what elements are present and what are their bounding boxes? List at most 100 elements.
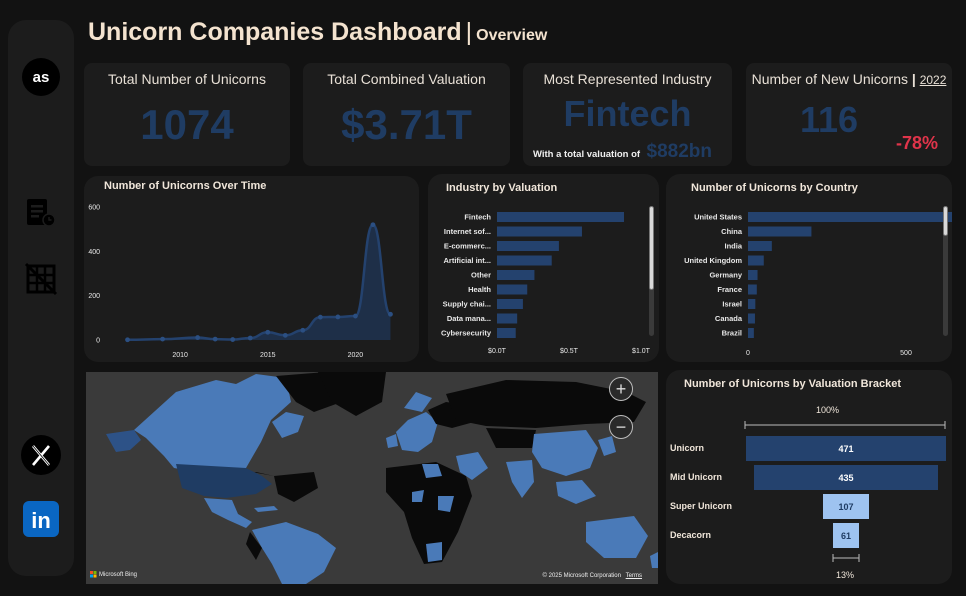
data-point — [247, 335, 253, 341]
report-icon[interactable] — [20, 192, 62, 234]
bar — [748, 299, 756, 309]
x-tick-label: 0 — [746, 350, 750, 357]
funnel-bar: 435 — [753, 465, 939, 490]
kpi-note-text: With a total valuation of — [533, 149, 641, 160]
world-map[interactable]: + − Microsoft Bing © 2025 Microsoft Corp… — [86, 372, 658, 584]
unicorns-over-time-chart: 0 200 400 600 2010 2015 2020 — [88, 205, 393, 359]
x-icon[interactable] — [20, 434, 62, 476]
data-point — [353, 313, 358, 319]
chart-title: Number of Unicorns Over Time — [104, 180, 267, 192]
zoom-out-button[interactable]: − — [609, 415, 633, 439]
category-label: Canada — [715, 314, 743, 323]
category-label: E-commerc... — [444, 242, 491, 251]
category-label: Internet sof... — [444, 227, 491, 236]
kpi-change: -78% — [895, 133, 938, 153]
title-separator: | — [465, 18, 473, 46]
industry-by-valuation-chart: Fintech Internet sof... E-commerc... Artifi… — [441, 212, 651, 355]
kpi-new-unicorns: Number of New Unicorns | 2022 116 -78% — [746, 63, 952, 166]
bing-label: Microsoft Bing — [99, 571, 138, 578]
category-label: Data mana... — [447, 314, 491, 323]
linkedin-icon[interactable]: in — [20, 498, 62, 540]
dashboard-subtitle: Overview — [476, 27, 548, 44]
funnel-top-label: 100% — [816, 405, 840, 415]
category-label: Fintech — [464, 213, 491, 222]
x-tick-label: 2015 — [260, 352, 276, 359]
category-label: Other — [471, 271, 491, 280]
data-point — [388, 311, 393, 317]
bar — [748, 241, 772, 251]
kpi-value: 116 — [799, 99, 859, 140]
bar — [748, 284, 757, 295]
bar — [748, 328, 754, 338]
data-point — [282, 332, 288, 338]
page-title: Unicorn Companies Dashboard | Overview — [88, 18, 547, 47]
kpi-total-valuation: Total Combined Valuation $3.71T — [303, 63, 510, 166]
data-point — [370, 222, 376, 228]
x-tick-label: 2020 — [348, 352, 364, 359]
bar — [497, 241, 559, 251]
linkedin-label: in — [31, 508, 51, 533]
bar — [497, 313, 518, 324]
funnel-bar: 107 — [823, 494, 869, 519]
kpi-value: $3.71T — [341, 101, 472, 148]
kpi-label: Most Represented Industry — [543, 71, 712, 87]
data-point — [160, 336, 165, 342]
data-point — [335, 314, 341, 320]
y-tick-label: 600 — [88, 205, 100, 212]
kpi-note-value: $882bn — [646, 141, 712, 162]
data-point — [317, 314, 323, 320]
kpi-value: 1074 — [140, 101, 234, 148]
kpi-label-text: Number of New Unicorns — [751, 71, 908, 87]
funnel-brackets — [744, 421, 946, 562]
microsoft-logo-icon — [90, 571, 97, 578]
bar — [497, 226, 582, 237]
data-point — [265, 329, 271, 335]
funnel-bar: 471 — [746, 436, 946, 461]
table-off-icon[interactable] — [20, 258, 62, 300]
kpi-value: Fintech — [563, 93, 692, 134]
x-tick-label: $1.0T — [632, 348, 651, 355]
category-label: Israel — [722, 300, 742, 309]
funnel-category-label: Super Unicorn — [670, 501, 733, 511]
category-label: Supply chai... — [443, 300, 491, 309]
y-tick-label: 0 — [96, 338, 100, 345]
bar — [497, 328, 516, 338]
funnel-bar: 61 — [833, 523, 859, 548]
bar — [497, 212, 625, 222]
series-area — [127, 224, 391, 340]
map-attribution: © 2025 Microsoft Corporation Terms — [543, 573, 642, 579]
bing-logo: Microsoft Bing — [90, 571, 137, 578]
y-tick-label: 200 — [88, 293, 100, 300]
category-label: Cybersecurity — [441, 329, 492, 338]
dashboard-title: Unicorn Companies Dashboard — [88, 18, 462, 46]
funnel-category-label: Unicorn — [670, 443, 705, 453]
x-tick-label: 2010 — [172, 352, 188, 359]
chart-title: Number of Unicorns by Valuation Bracket — [684, 378, 901, 390]
data-point — [212, 336, 218, 342]
terms-link[interactable]: Terms — [625, 573, 642, 579]
category-label: Artificial int... — [443, 256, 491, 265]
lastfm-icon[interactable]: as — [20, 56, 62, 98]
bar — [497, 299, 523, 309]
bar — [748, 226, 812, 237]
bar — [748, 270, 758, 280]
zoom-in-button[interactable]: + — [609, 377, 633, 401]
category-label: United Kingdom — [684, 256, 742, 265]
kpi-label-separator: | — [911, 71, 916, 87]
category-label: Germany — [709, 271, 742, 280]
world-map-shapes — [106, 372, 658, 584]
kpi-label: Total Number of Unicorns — [108, 71, 266, 87]
year-selector[interactable]: 2022 — [919, 73, 947, 87]
y-tick-label: 400 — [88, 249, 100, 256]
funnel-bottom-label: 13% — [836, 570, 855, 580]
category-label: France — [717, 285, 742, 294]
series-line — [127, 223, 392, 342]
map-copyright: © 2025 Microsoft Corporation — [542, 573, 621, 579]
chart-title: Industry by Valuation — [446, 182, 558, 194]
x-tick-label: $0.5T — [560, 348, 579, 355]
country-scrollbar[interactable] — [943, 206, 948, 336]
valuation-bracket-panel: Number of Unicorns by Valuation Bracket … — [666, 370, 952, 584]
data-point — [300, 327, 306, 333]
industry-scrollbar[interactable] — [649, 206, 654, 336]
bar — [497, 270, 535, 280]
